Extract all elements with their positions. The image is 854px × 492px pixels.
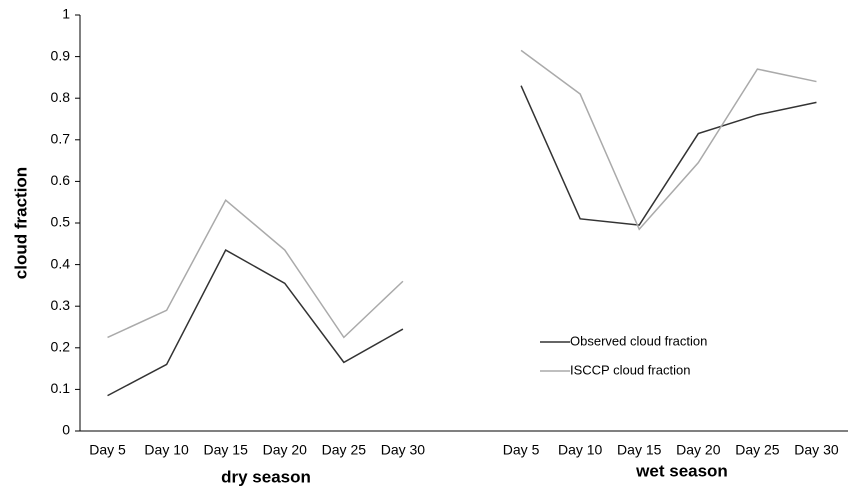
- y-tick-label: 1: [62, 6, 70, 22]
- x-tick-label: Day 25: [735, 442, 780, 458]
- y-axis-label: cloud fraction: [11, 167, 30, 279]
- y-tick-label: 0.3: [51, 297, 71, 313]
- x-tick-label: Day 30: [794, 442, 839, 458]
- x-tick-label: Day 10: [144, 442, 189, 458]
- y-tick-label: 0.6: [51, 172, 71, 188]
- y-tick-label: 0.4: [51, 255, 71, 271]
- y-tick-label: 0.2: [51, 339, 71, 355]
- x-tick-label: Day 20: [676, 442, 721, 458]
- y-tick-label: 0.1: [51, 380, 71, 396]
- legend-label: Observed cloud fraction: [570, 333, 707, 348]
- group-label: dry season: [221, 467, 311, 486]
- x-tick-label: Day 5: [89, 442, 126, 458]
- group-label: wet season: [635, 461, 728, 480]
- x-tick-label: Day 15: [204, 442, 249, 458]
- series-line: [107, 49, 817, 339]
- y-tick-label: 0.5: [51, 214, 71, 230]
- legend-label: ISCCP cloud fraction: [570, 362, 690, 377]
- x-tick-label: Day 30: [381, 442, 426, 458]
- y-tick-label: 0.7: [51, 131, 71, 147]
- y-tick-label: 0.8: [51, 89, 71, 105]
- x-tick-label: Day 15: [617, 442, 662, 458]
- x-tick-label: Day 25: [322, 442, 367, 458]
- series-line: [107, 85, 817, 397]
- y-tick-label: 0: [62, 422, 70, 438]
- x-tick-label: Day 5: [503, 442, 540, 458]
- x-tick-label: Day 20: [263, 442, 308, 458]
- y-tick-label: 0.9: [51, 47, 71, 63]
- x-tick-label: Day 10: [558, 442, 603, 458]
